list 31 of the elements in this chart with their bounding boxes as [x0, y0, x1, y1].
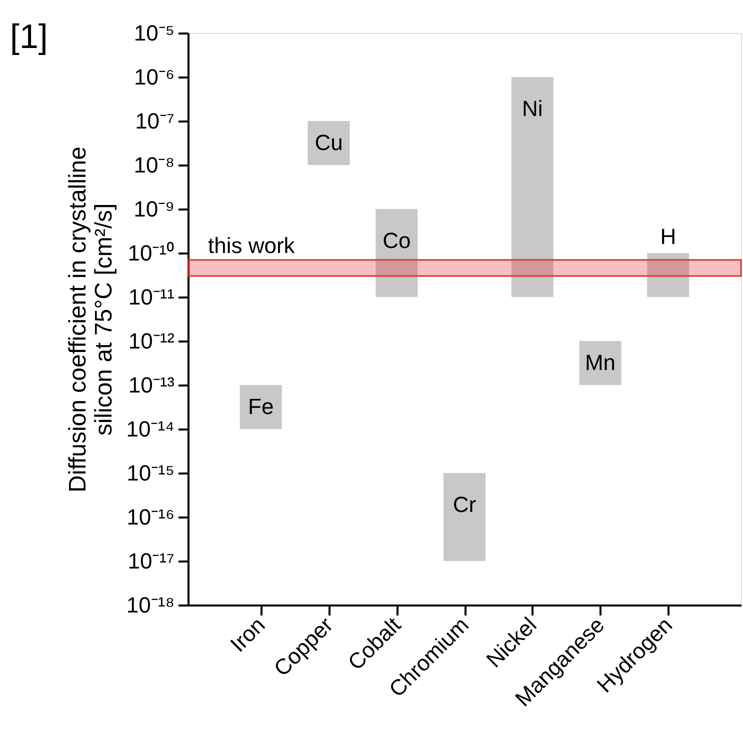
- bar: [308, 121, 350, 165]
- bar: [240, 385, 282, 429]
- y-tick-label: 10⁻¹⁶: [126, 504, 174, 530]
- bar: [376, 209, 418, 297]
- annotation: H: [660, 224, 676, 249]
- annotation: Ni: [522, 96, 543, 122]
- y-tick-label: 10⁻¹⁷: [128, 548, 175, 574]
- bar: [444, 473, 486, 561]
- y-tick-label: 10⁻¹²: [128, 328, 174, 354]
- annotation: Co: [382, 228, 411, 253]
- band-label: this work: [208, 232, 296, 258]
- y-tick-label: 10⁻¹⁵: [126, 460, 174, 486]
- y-tick-label: 10⁻⁶: [134, 64, 174, 90]
- bar: [647, 253, 690, 297]
- y-tick-label: 10⁻⁷: [135, 108, 175, 134]
- y-tick-label: 10⁻⁹: [134, 196, 174, 222]
- text: [1]: [10, 18, 48, 56]
- annotation: Fe: [248, 394, 274, 419]
- annotation: Cu: [314, 130, 343, 155]
- x-tick-label: Iron: [225, 612, 270, 657]
- annotation: Mn: [584, 350, 616, 375]
- y-axis-title: Diffusion coefficient in crystalline silicon at 75°C [cm²/s]: [64, 146, 118, 492]
- y-tick-label: 10⁻¹⁸: [126, 592, 174, 618]
- y-tick-label: 10⁻⁵: [134, 20, 174, 46]
- y-tick-label: 10⁻¹¹: [128, 284, 174, 310]
- bar: [511, 77, 554, 297]
- y-tick-label: 10⁻¹³: [128, 372, 174, 398]
- y-tick-label: 10⁻¹⁰: [128, 240, 174, 266]
- annotation: Cr: [452, 492, 476, 517]
- y-tick-label: 10⁻¹⁴: [126, 416, 174, 442]
- y-tick-label: 10⁻⁸: [134, 152, 174, 178]
